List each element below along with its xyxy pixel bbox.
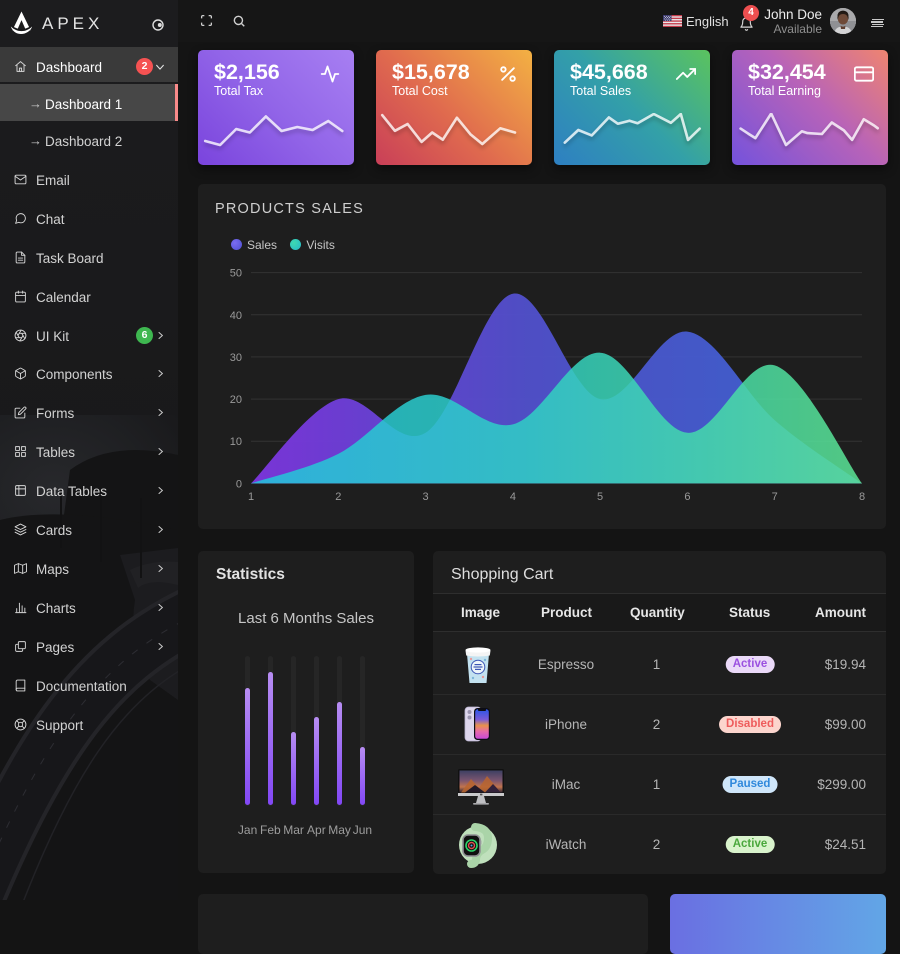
svg-text:3: 3 [423, 491, 429, 503]
svg-text:50: 50 [230, 268, 242, 280]
svg-text:2: 2 [335, 491, 341, 503]
svg-text:6: 6 [684, 491, 690, 503]
svg-text:20: 20 [230, 394, 242, 406]
svg-text:7: 7 [772, 491, 778, 503]
svg-text:5: 5 [597, 491, 603, 503]
svg-text:8: 8 [859, 491, 865, 503]
svg-text:40: 40 [230, 310, 242, 322]
svg-text:0: 0 [236, 478, 242, 490]
svg-text:10: 10 [230, 436, 242, 448]
svg-text:4: 4 [510, 491, 516, 503]
svg-text:1: 1 [248, 491, 254, 503]
svg-text:30: 30 [230, 352, 242, 364]
